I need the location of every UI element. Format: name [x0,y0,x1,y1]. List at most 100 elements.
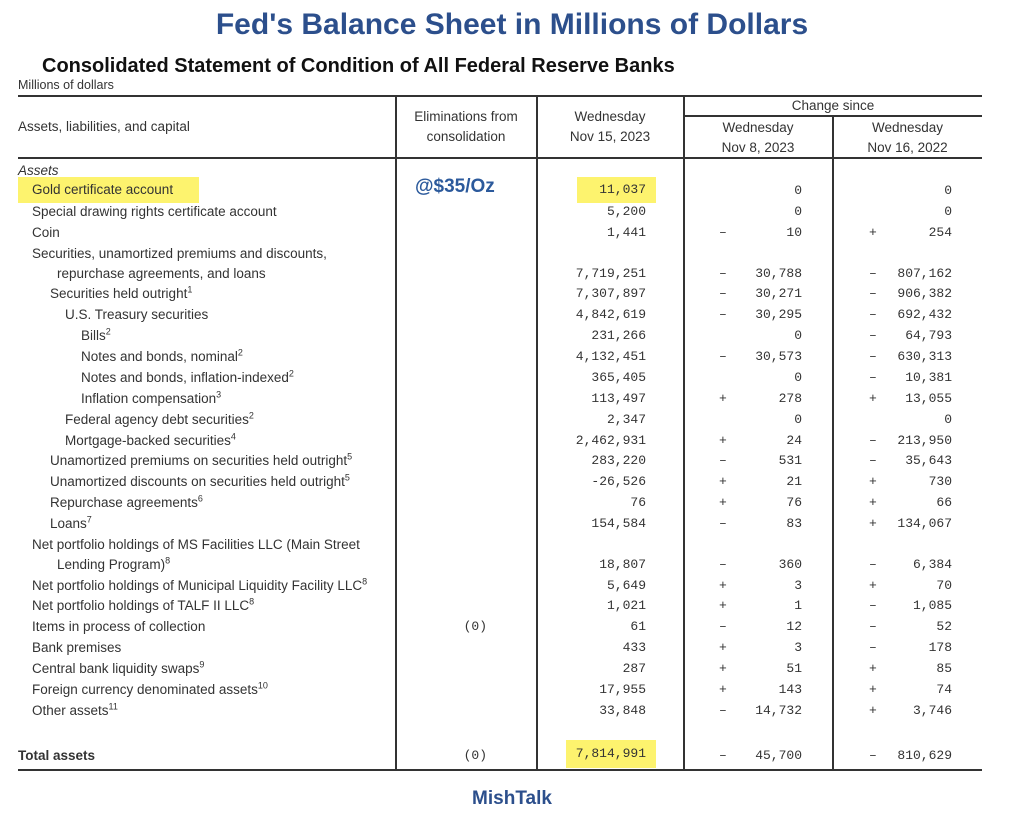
table-row: Bank premises 433 +3 – 178 [18,638,982,658]
current-value: 4,132,451 [575,348,646,364]
footnote-marker: 8 [249,596,255,607]
row-label: Coin [32,223,60,243]
week-change-value: 14,732 [755,702,802,718]
table-row: Net portfolio holdings of MS Facilities … [18,535,982,575]
row-label-text: Net portfolio holdings of Municipal Liqu… [32,577,363,593]
change-sign: – [719,286,727,302]
header-bottom-line [18,157,982,159]
year-change-value: 74 [936,682,952,697]
row-label: Securities, unamortized premiums and dis… [32,244,327,264]
week-change-value: 143 [778,682,802,697]
current-value: 7,307,897 [575,286,646,302]
year-change-value: 692,432 [897,307,952,323]
footnote-marker: 8 [165,555,171,566]
row-label-text: Inflation compensation [81,390,217,406]
row-label-text: Mortgage-backed securities [65,432,231,448]
table-title: Consolidated Statement of Condition of A… [42,55,675,77]
row-label-text: Foreign currency denominated assets [32,682,258,697]
footnote-marker: 3 [216,389,222,400]
year-change-value: 70 [936,577,952,593]
balance-sheet-table: Assets, liabilities, and capital Elimina… [18,95,982,771]
change-sign: – [869,348,877,364]
row-label-text: Federal agency debt securities [65,411,249,427]
gold-price-annotation: @$35/Oz [415,176,495,197]
row-label-continuation: repurchase agreements, and loans [57,264,266,284]
row-label: Net portfolio holdings of Municipal Liqu… [32,576,367,596]
year-change-value: 178 [928,640,952,656]
change-sign: – [719,702,727,718]
table-row: Repurchase agreements6 76 +76 +66 [18,493,982,513]
row-label: Repurchase agreements6 [50,493,203,513]
header-line: Nov 16, 2022 [867,140,948,155]
change-sign: + [719,474,727,490]
row-label: Central bank liquidity swaps9 [32,659,204,679]
header-line: Wednesday [574,109,646,124]
change-sign: – [869,748,877,763]
table-row: Loans7 154,584 – 83 +134,067 [18,514,982,534]
table-row: Mortgage-backed securities4 2,462,931 +24 –… [18,431,982,451]
header-line: Wednesday [722,120,794,135]
change-sign: + [869,577,877,593]
row-label-text: Unamortized discounts on securities held… [50,474,345,490]
change-sign: – [719,265,727,281]
row-label-text: Net portfolio holdings of TALF II LLC [32,598,250,614]
row-label: Securities held outright1 [50,284,192,304]
week-change-value: 24 [786,432,802,448]
current-value: 2,462,931 [575,432,646,448]
change-sign: + [869,495,877,511]
table-row: Items in process of collection (0) 61 – 12 – 5… [18,617,982,637]
row-label-text: Unamortized premiums on securities held … [50,453,348,469]
column-divider [832,116,834,769]
table-row: Federal agency debt securities2 2,347 0 0 [18,410,982,430]
year-change-value: 213,950 [897,432,952,448]
change-sign: – [719,307,727,323]
table-row: Net portfolio holdings of Municipal Liqu… [18,576,982,596]
week-change-value: 21 [786,474,802,490]
week-change-value: 83 [786,516,802,532]
current-value: 231,266 [591,328,646,343]
week-change-value: 0 [794,183,802,198]
current-value: 7,814,991 [565,740,656,768]
change-sign: – [869,307,877,323]
change-sign: + [869,390,877,406]
week-change-value: 76 [786,495,802,511]
row-label-text: Central bank liquidity swaps [32,661,200,677]
footnote-marker: 2 [248,410,254,421]
row-label-text: U.S. Treasury securities [65,307,209,323]
row-label: Special drawing rights certificate accou… [32,202,277,222]
footnote-marker: 10 [257,680,268,691]
footnote-marker: 5 [344,472,350,483]
year-change-value: 66 [936,495,952,511]
row-label-text: Total assets [18,748,96,763]
row-label-text: Notes and bonds, inflation-indexed [81,369,289,385]
row-label: Net portfolio holdings of TALF II LLC8 [32,596,254,616]
change-sign: + [719,682,727,697]
eliminations-value: (0) [463,748,487,763]
footnote-marker: 11 [108,701,118,712]
footnote-marker: 5 [347,451,353,462]
current-value: 2,347 [606,411,646,427]
row-label: Bank premises [32,638,121,658]
week-change-value: 0 [794,203,802,219]
row-label-text: Other assets [32,702,109,718]
year-change-value: 1,085 [912,598,952,614]
week-change-value: 12 [786,619,802,635]
week-change-value: 0 [794,328,802,343]
current-value: -26,526 [591,474,646,490]
current-value: 287 [622,661,646,677]
current-value: 283,220 [591,453,646,469]
year-change-value: 810,629 [897,748,952,763]
row-label-text: Securities, unamortized premiums and dis… [32,245,327,261]
table-row: Notes and bonds, inflation-indexed2 365,4… [18,368,982,388]
year-change-value: 10,381 [905,369,952,385]
footnote-marker: 7 [86,514,92,525]
change-sign: + [719,495,727,511]
table-row: Net portfolio holdings of TALF II LLC8 1,… [18,596,982,616]
row-label: Inflation compensation3 [81,389,221,409]
footnote-marker: 6 [197,493,203,504]
year-change-value: 134,067 [897,516,952,532]
row-label-text: Items in process of collection [32,619,206,635]
row-label: Notes and bonds, nominal2 [81,347,243,367]
current-value: 17,955 [599,682,646,697]
row-label: Loans7 [50,514,92,534]
